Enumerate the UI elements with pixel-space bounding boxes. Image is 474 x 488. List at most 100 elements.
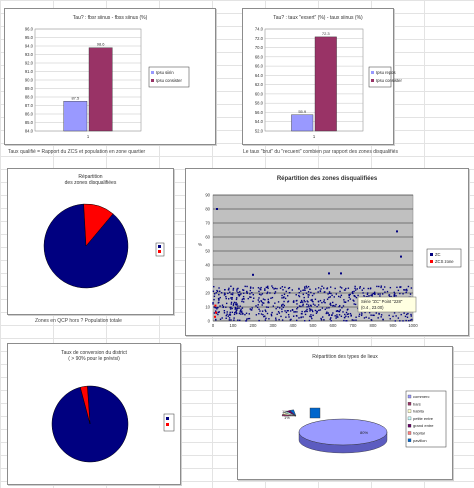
data-point bbox=[328, 291, 331, 293]
data-point bbox=[249, 286, 252, 288]
data-point bbox=[343, 319, 345, 322]
chart-panel-pie-1[interactable]: Répartition des zones disqualifiées bbox=[7, 168, 174, 315]
data-point bbox=[344, 316, 346, 319]
data-point bbox=[302, 301, 304, 303]
y-tick-label: 62.0 bbox=[255, 82, 264, 87]
data-point bbox=[396, 230, 398, 233]
data-point bbox=[307, 296, 310, 298]
legend-swatch bbox=[151, 71, 154, 74]
data-point bbox=[282, 306, 285, 309]
data-point bbox=[362, 292, 364, 294]
data-point bbox=[225, 297, 227, 300]
chart-panel-scatter[interactable]: Répartition des zones disqualifiées 0 10 2… bbox=[185, 168, 469, 336]
data-point bbox=[363, 317, 366, 319]
data-point bbox=[310, 316, 312, 318]
data-point bbox=[388, 294, 390, 296]
data-point bbox=[233, 313, 236, 316]
data-point bbox=[343, 301, 345, 303]
data-point bbox=[394, 293, 396, 295]
data-point bbox=[230, 293, 232, 295]
data-point bbox=[281, 310, 283, 313]
data-point bbox=[234, 311, 236, 314]
data-point bbox=[353, 300, 355, 302]
data-point bbox=[378, 313, 380, 315]
data-point bbox=[250, 296, 252, 298]
data-point bbox=[368, 317, 370, 319]
data-point bbox=[317, 287, 320, 289]
data-point bbox=[215, 292, 218, 294]
data-point bbox=[358, 315, 360, 317]
data-point bbox=[397, 317, 400, 319]
chart-title: Répartition des zones disqualifiées bbox=[276, 176, 378, 182]
data-point bbox=[395, 315, 397, 317]
data-point bbox=[317, 304, 320, 306]
data-point bbox=[285, 316, 287, 318]
data-point bbox=[216, 290, 219, 293]
data-point bbox=[399, 286, 401, 288]
data-point bbox=[380, 286, 382, 289]
data-point bbox=[354, 287, 356, 290]
data-point bbox=[230, 301, 233, 304]
data-point bbox=[219, 318, 222, 320]
data-point bbox=[326, 307, 328, 309]
data-point bbox=[282, 296, 285, 299]
data-point bbox=[231, 293, 234, 296]
data-point bbox=[394, 320, 397, 322]
legend-swatch bbox=[407, 409, 412, 413]
data-point bbox=[324, 301, 326, 304]
data-point bbox=[353, 290, 355, 293]
data-point bbox=[231, 311, 234, 314]
data-point bbox=[344, 301, 347, 303]
bar bbox=[291, 114, 314, 132]
data-point bbox=[239, 311, 241, 313]
data-point bbox=[332, 312, 334, 314]
data-point bbox=[232, 292, 234, 294]
data-point bbox=[243, 298, 245, 300]
data-point bbox=[323, 291, 325, 293]
y-tick-label: 86.0 bbox=[25, 112, 34, 117]
data-point bbox=[303, 286, 306, 288]
data-point bbox=[249, 287, 252, 289]
data-point bbox=[245, 312, 248, 314]
data-point bbox=[228, 317, 231, 319]
data-point bbox=[397, 289, 400, 292]
data-point bbox=[264, 288, 266, 290]
data-point bbox=[372, 314, 374, 316]
chart-panel-pie-2[interactable]: Taux de conversion du district ( > 90% p… bbox=[7, 343, 181, 485]
data-point bbox=[284, 310, 286, 312]
data-point bbox=[249, 289, 252, 292]
data-point bbox=[216, 289, 218, 292]
data-point bbox=[262, 298, 265, 300]
chart-panel-bar-2[interactable]: Tau? : taux "exsert" (%) - taux siinus (… bbox=[242, 8, 402, 145]
data-point bbox=[373, 291, 376, 294]
data-point bbox=[302, 303, 304, 306]
data-point bbox=[234, 306, 237, 309]
data-point bbox=[300, 305, 302, 308]
data-point bbox=[222, 306, 224, 309]
data-point bbox=[213, 295, 216, 298]
chart-panel-bar-1[interactable]: Tau? : fbsr siinus - fbss siinus (%) 84.… bbox=[4, 8, 216, 145]
data-point bbox=[236, 312, 238, 314]
bar-data-label: 55.9 bbox=[298, 109, 307, 114]
data-point bbox=[312, 301, 314, 303]
data-point bbox=[321, 316, 324, 318]
data-point bbox=[275, 307, 277, 310]
data-point bbox=[244, 285, 246, 288]
data-point bbox=[380, 316, 382, 318]
data-point bbox=[236, 290, 238, 292]
data-point bbox=[261, 304, 263, 306]
data-point bbox=[388, 296, 391, 298]
bar-data-label: 87.5 bbox=[71, 95, 80, 100]
data-point bbox=[270, 314, 273, 317]
y-tick-label: 95.0 bbox=[25, 35, 34, 40]
data-point bbox=[249, 296, 251, 298]
data-point bbox=[388, 314, 390, 317]
data-point bbox=[327, 293, 329, 295]
data-point bbox=[363, 295, 365, 297]
data-point bbox=[406, 313, 408, 316]
data-point bbox=[372, 292, 375, 295]
data-point bbox=[277, 311, 280, 313]
chart-panel-pie-3d[interactable]: Répartition des types de lieux 80% 1% 1% co… bbox=[237, 346, 453, 480]
x-tick-label: 900 bbox=[390, 323, 398, 328]
